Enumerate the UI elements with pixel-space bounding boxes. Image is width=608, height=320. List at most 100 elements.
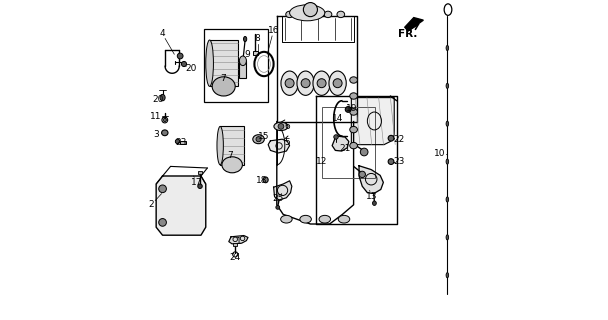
Bar bbox=[210, 40, 238, 86]
Bar bbox=[253, 51, 258, 55]
Ellipse shape bbox=[337, 11, 345, 18]
Text: 6: 6 bbox=[285, 122, 290, 131]
Ellipse shape bbox=[162, 130, 168, 136]
Ellipse shape bbox=[388, 159, 394, 164]
Ellipse shape bbox=[446, 45, 449, 51]
Ellipse shape bbox=[319, 215, 331, 223]
Polygon shape bbox=[156, 176, 206, 235]
Text: 14: 14 bbox=[332, 114, 344, 123]
Ellipse shape bbox=[212, 77, 235, 96]
Ellipse shape bbox=[446, 273, 449, 278]
Ellipse shape bbox=[324, 11, 332, 18]
Ellipse shape bbox=[338, 215, 350, 223]
Ellipse shape bbox=[373, 201, 376, 205]
Text: 15: 15 bbox=[258, 132, 270, 140]
Text: FR.: FR. bbox=[398, 28, 418, 39]
Bar bbox=[204, 29, 268, 102]
Ellipse shape bbox=[350, 142, 358, 149]
Ellipse shape bbox=[311, 11, 319, 18]
Ellipse shape bbox=[222, 157, 243, 173]
Ellipse shape bbox=[350, 126, 358, 133]
Polygon shape bbox=[351, 98, 394, 145]
Ellipse shape bbox=[159, 185, 167, 193]
Text: 2: 2 bbox=[148, 200, 154, 209]
Ellipse shape bbox=[281, 215, 292, 223]
Ellipse shape bbox=[446, 235, 449, 240]
Ellipse shape bbox=[276, 205, 280, 209]
Text: 24: 24 bbox=[230, 253, 241, 262]
Bar bbox=[220, 126, 244, 165]
Ellipse shape bbox=[350, 109, 358, 115]
Ellipse shape bbox=[178, 53, 183, 59]
Text: 5: 5 bbox=[285, 138, 290, 147]
Circle shape bbox=[278, 124, 284, 129]
Ellipse shape bbox=[289, 5, 325, 21]
Bar bbox=[240, 61, 246, 78]
Text: 11: 11 bbox=[150, 112, 162, 121]
Ellipse shape bbox=[345, 107, 351, 112]
Polygon shape bbox=[332, 136, 349, 151]
Text: 23: 23 bbox=[393, 157, 405, 166]
Text: 20: 20 bbox=[185, 64, 197, 73]
Ellipse shape bbox=[274, 122, 288, 131]
Circle shape bbox=[301, 79, 310, 88]
Bar bbox=[322, 107, 375, 178]
Text: 22: 22 bbox=[394, 135, 405, 144]
Text: 17: 17 bbox=[191, 178, 202, 187]
Polygon shape bbox=[359, 166, 384, 194]
Ellipse shape bbox=[446, 197, 449, 202]
Circle shape bbox=[317, 79, 326, 88]
Text: 12: 12 bbox=[316, 157, 327, 166]
Ellipse shape bbox=[446, 83, 449, 88]
Ellipse shape bbox=[263, 177, 268, 183]
Text: 3: 3 bbox=[153, 130, 159, 139]
Ellipse shape bbox=[175, 139, 180, 144]
Text: 25: 25 bbox=[272, 194, 283, 203]
Circle shape bbox=[256, 137, 261, 142]
Polygon shape bbox=[268, 139, 289, 153]
Ellipse shape bbox=[160, 94, 165, 101]
Text: 7: 7 bbox=[227, 151, 233, 160]
Bar bbox=[233, 243, 238, 246]
Circle shape bbox=[359, 171, 365, 178]
Ellipse shape bbox=[334, 135, 338, 139]
Ellipse shape bbox=[244, 36, 247, 42]
Ellipse shape bbox=[217, 126, 223, 165]
Text: 7: 7 bbox=[221, 74, 226, 83]
Polygon shape bbox=[229, 236, 248, 244]
Polygon shape bbox=[274, 181, 292, 200]
Ellipse shape bbox=[159, 219, 167, 226]
Ellipse shape bbox=[198, 184, 202, 188]
Ellipse shape bbox=[206, 40, 213, 86]
Ellipse shape bbox=[300, 215, 311, 223]
Ellipse shape bbox=[240, 56, 246, 66]
Ellipse shape bbox=[350, 77, 358, 83]
Ellipse shape bbox=[329, 71, 346, 95]
Text: 10: 10 bbox=[434, 149, 446, 158]
Circle shape bbox=[333, 79, 342, 88]
Text: 16: 16 bbox=[268, 26, 279, 35]
Text: 1: 1 bbox=[235, 237, 241, 246]
Text: 13: 13 bbox=[366, 192, 378, 201]
Ellipse shape bbox=[350, 93, 358, 99]
Ellipse shape bbox=[281, 71, 299, 95]
Ellipse shape bbox=[253, 135, 264, 144]
Ellipse shape bbox=[181, 61, 187, 67]
Ellipse shape bbox=[388, 135, 394, 141]
Circle shape bbox=[361, 148, 368, 156]
Text: 9: 9 bbox=[244, 50, 250, 59]
Text: 21: 21 bbox=[339, 144, 351, 153]
Ellipse shape bbox=[313, 71, 330, 95]
Bar bbox=[198, 171, 202, 174]
Ellipse shape bbox=[446, 159, 449, 164]
Bar bbox=[180, 141, 185, 144]
Circle shape bbox=[285, 79, 294, 88]
Text: 8: 8 bbox=[255, 34, 260, 43]
Ellipse shape bbox=[286, 11, 294, 18]
Text: 4: 4 bbox=[159, 29, 165, 38]
Text: 18: 18 bbox=[256, 176, 268, 185]
Ellipse shape bbox=[299, 11, 306, 18]
Polygon shape bbox=[405, 18, 423, 31]
Circle shape bbox=[303, 3, 317, 17]
Text: 20: 20 bbox=[153, 95, 164, 104]
